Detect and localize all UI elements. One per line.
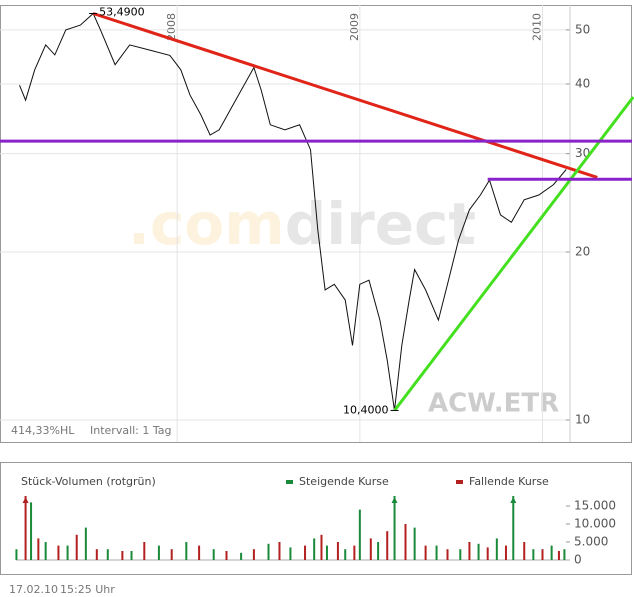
footer-time: 15:25 Uhr <box>60 583 115 596</box>
volume-bar <box>557 551 560 560</box>
volume-bar <box>267 543 270 560</box>
volume-bar <box>504 545 507 560</box>
volume-bar <box>37 538 40 560</box>
watermark-part: direct <box>285 190 476 258</box>
volume-bar <box>95 549 98 560</box>
volume-bar <box>170 549 173 560</box>
x-tick-label: 2009 <box>348 13 361 41</box>
chart-title: Stück-Volumen (rotgrün) <box>21 475 156 488</box>
volume-bar <box>24 496 27 560</box>
volume-bar <box>57 545 60 560</box>
volume-bar <box>212 549 215 560</box>
x-tick-label: 2010 <box>530 13 543 41</box>
volume-bar <box>121 551 124 560</box>
volume-bar <box>106 549 109 560</box>
volume-bar <box>468 542 471 560</box>
volume-bar <box>512 496 515 560</box>
volume-bar <box>477 543 480 560</box>
volume-bar <box>336 542 339 560</box>
y-tick-label: 10.000 <box>574 517 616 531</box>
volume-bar <box>84 527 87 560</box>
legend-label: Fallende Kurse <box>469 475 549 488</box>
volume-bar <box>304 545 307 560</box>
volume-bar <box>353 545 356 560</box>
volume-bar <box>344 549 347 560</box>
volume-bar <box>386 531 389 560</box>
volume-bar <box>413 527 416 560</box>
volume-bar <box>185 542 188 560</box>
legend-label: Steigende Kurse <box>299 475 389 488</box>
volume-bar <box>523 542 526 560</box>
volume-bar <box>130 551 133 560</box>
volume-bar <box>495 538 498 560</box>
overflow-arrow <box>22 497 29 503</box>
volume-bar <box>15 549 18 560</box>
annotation: 10,4000 <box>343 403 389 416</box>
volume-bar <box>393 496 396 560</box>
volume-bar <box>459 549 462 560</box>
volume-bar <box>320 534 323 560</box>
watermark-part: .com <box>128 190 285 258</box>
note: 414,33%HL <box>11 424 75 437</box>
volume-bar <box>446 549 449 560</box>
volume-bar <box>377 542 380 560</box>
volume-bars <box>15 496 566 560</box>
volume-bar <box>44 542 47 560</box>
volume-bar <box>424 545 427 560</box>
legend-swatch <box>456 480 463 484</box>
price-frame <box>0 5 632 443</box>
volume-bar <box>143 542 146 560</box>
volume-bar <box>157 545 160 560</box>
volume-bar <box>532 549 535 560</box>
volume-bar <box>30 502 33 560</box>
volume-bar <box>486 547 489 560</box>
volume-bar <box>252 549 255 560</box>
volume-bar <box>289 547 292 560</box>
y-tick-label: 5.000 <box>574 535 608 549</box>
volume-frame <box>0 462 632 575</box>
x-tick-label: 2008 <box>165 13 178 41</box>
volume-bar <box>563 549 566 560</box>
annotation: 53,4900 <box>99 6 145 19</box>
symbol: ACW.ETR <box>428 389 559 419</box>
trend-line <box>393 96 634 412</box>
y-tick-label: 40 <box>575 76 590 90</box>
volume-bar <box>435 545 438 560</box>
trend-line <box>92 12 598 179</box>
volume-bar <box>325 545 328 560</box>
volume-bar <box>240 552 243 560</box>
volume-bar <box>358 509 361 560</box>
y-tick-label: 20 <box>575 244 590 258</box>
y-tick-label: 0 <box>574 553 582 567</box>
volume-bar <box>550 545 553 560</box>
volume-bar <box>75 534 78 560</box>
volume-bar <box>66 545 69 560</box>
legend-swatch <box>286 480 293 484</box>
price-line <box>19 12 567 411</box>
volume-bar <box>313 538 316 560</box>
y-tick-label: 10 <box>575 412 590 426</box>
overflow-arrow <box>510 497 517 503</box>
y-tick-label: 50 <box>575 22 590 36</box>
volume-bar <box>225 551 228 560</box>
y-tick-label: 15.000 <box>574 499 616 513</box>
volume-bar <box>198 545 201 560</box>
footer-date: 17.02.10 <box>9 583 58 596</box>
volume-bar <box>404 524 407 560</box>
volume-bar <box>278 542 281 560</box>
overflow-arrow <box>391 497 398 503</box>
volume-bar <box>369 538 372 560</box>
note: Intervall: 1 Tag <box>90 424 172 437</box>
volume-bar <box>541 549 544 560</box>
watermark: .comdirect <box>128 190 476 258</box>
